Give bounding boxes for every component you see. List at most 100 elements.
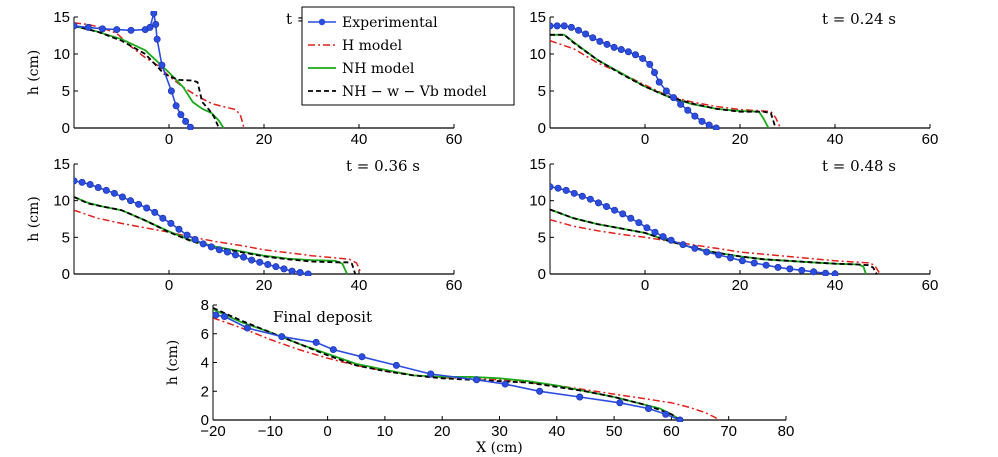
experimental-point (627, 214, 635, 222)
y-axis-label: h (cm) (26, 50, 42, 96)
y-tick-label: 0 (538, 266, 546, 283)
experimental-point (624, 48, 632, 56)
y-tick-label: 0 (62, 266, 70, 283)
experimental-point (280, 265, 288, 273)
experimental-point (578, 192, 586, 200)
x-tick-label: 40 (548, 423, 565, 440)
legend-label: Experimental (342, 15, 438, 31)
experimental-point (684, 106, 692, 114)
experimental-point (183, 231, 191, 239)
experimental-point (610, 43, 618, 51)
x-tick-label: −20 (200, 423, 225, 440)
experimental-point (655, 78, 663, 86)
experimental-point (631, 51, 639, 59)
experimental-point (651, 228, 659, 236)
experimental-point (691, 112, 699, 120)
series-nhwvb_model (74, 25, 220, 129)
x-tick-label: 80 (778, 423, 795, 440)
experimental-point (603, 203, 611, 211)
experimental-point (118, 193, 126, 201)
y-tick-label: 15 (53, 156, 70, 173)
series-layer (213, 307, 721, 422)
experimental-point (329, 346, 337, 354)
y-tick-label: 5 (538, 83, 546, 100)
x-tick-label: 60 (663, 423, 680, 440)
experimental-point (215, 246, 223, 254)
x-tick-label: 0 (641, 131, 649, 148)
x-tick-label: 20 (256, 131, 273, 148)
experimental-point (358, 353, 366, 361)
experimental-point (831, 270, 839, 276)
experimental-point (562, 186, 570, 194)
x-tick-label: 40 (351, 131, 368, 148)
experimental-point (243, 324, 251, 332)
x-tick-label: 50 (606, 423, 623, 440)
experimental-point (153, 35, 161, 43)
panel-final: −20 −10 0 10 20 30 40 50 60 70 80 0 2 4 6 8 h (cm) X (cm)… (165, 297, 794, 456)
panel-t036: 0 20 40 60 0 5 10 15 h (cm) t = 0.36 s (26, 156, 462, 294)
x-tick-label: 40 (827, 277, 844, 294)
series-h_model (74, 209, 363, 275)
series-h_model (213, 317, 721, 421)
x-tick-label: 40 (351, 277, 368, 294)
series-experimental (550, 25, 717, 129)
experimental-point (576, 393, 584, 401)
experimental-point (774, 263, 782, 271)
series-layer (74, 11, 245, 130)
experimental-point (86, 181, 94, 189)
series-layer (550, 183, 881, 276)
experimental-point (550, 183, 554, 191)
series-nhwvb_model (550, 33, 777, 129)
experimental-point (74, 177, 78, 185)
y-tick-label: 0 (538, 120, 546, 137)
experimental-point (312, 338, 320, 346)
experimental-point (691, 244, 699, 252)
legend-entry-h_model: H model (308, 38, 403, 54)
legend-entry-experimental: Experimental (308, 15, 438, 31)
experimental-point (798, 266, 806, 274)
panel-title: t = 0.48 s (822, 157, 896, 175)
x-tick-label: 10 (377, 423, 394, 440)
series-nh_model (550, 208, 867, 275)
experimental-point (102, 186, 110, 194)
y-tick-label: 2 (201, 383, 209, 400)
x-tick-label: 60 (446, 277, 463, 294)
series-nhwvb_model (550, 208, 878, 275)
y-tick-label: 8 (201, 297, 209, 314)
y-tick-label: 0 (201, 412, 209, 429)
experimental-point (662, 87, 670, 95)
legend-label: NH − w − Vb model (342, 84, 487, 100)
experimental-point (536, 387, 544, 395)
experimental-point (810, 268, 818, 276)
x-tick-label: 0 (165, 131, 173, 148)
panel-title: t = 0.24 s (822, 10, 896, 28)
series-layer (550, 22, 782, 130)
experimental-point (679, 241, 687, 249)
experimental-point (553, 22, 561, 30)
experimental-point (669, 94, 677, 102)
experimental-point (150, 11, 158, 17)
experimental-point (586, 195, 594, 203)
experimental-point (705, 121, 713, 129)
x-tick-label: 0 (641, 277, 649, 294)
experimental-point (167, 87, 175, 95)
experimental-point (703, 248, 711, 256)
x-tick-label: 60 (922, 277, 939, 294)
experimental-point (186, 123, 194, 130)
series-h_model (550, 218, 881, 275)
panel-title: t = 0.36 s (346, 157, 420, 175)
x-tick-label: 40 (827, 131, 844, 148)
experimental-point (288, 267, 296, 275)
experimental-point (659, 233, 667, 241)
experimental-point (152, 20, 160, 28)
legend-entry-nhwvb_model: NH − w − Vb model (308, 84, 487, 100)
series-nh_model (74, 25, 225, 129)
experimental-point (232, 251, 240, 259)
x-tick-label: 30 (491, 423, 508, 440)
experimental-point (78, 178, 86, 186)
experimental-point (167, 219, 175, 227)
experimental-point (175, 225, 183, 233)
x-axis-label: X (cm) (476, 440, 522, 456)
x-tick-label: 60 (446, 131, 463, 148)
